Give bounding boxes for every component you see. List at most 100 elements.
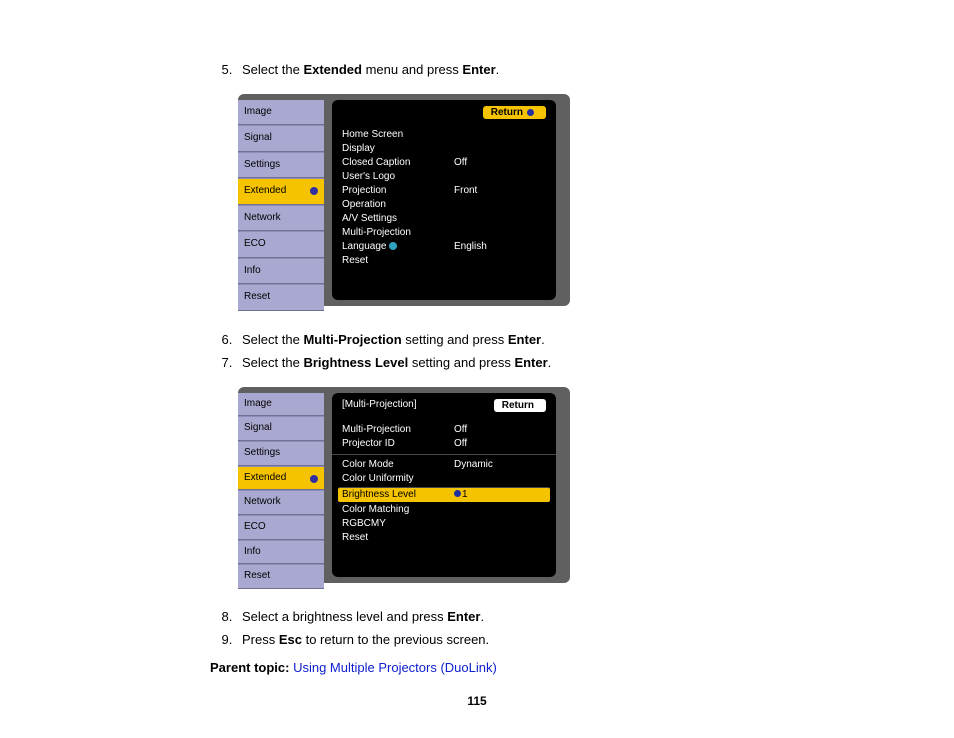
step-6: Select the Multi-Projection setting and … <box>236 330 770 350</box>
step5-pre: Select the <box>242 62 303 77</box>
osd-row-label: Multi-Projection <box>342 423 454 437</box>
step6-post: . <box>541 332 545 347</box>
osd-tab-reset[interactable]: Reset <box>238 564 324 589</box>
osd-tab-network[interactable]: Network <box>238 205 324 232</box>
osd-row-value: Off <box>454 156 546 170</box>
osd-row-label: RGBCMY <box>342 517 454 531</box>
osd-row-value <box>454 472 546 486</box>
osd-row-value <box>454 142 546 156</box>
osd-tab-network[interactable]: Network <box>238 490 324 515</box>
osd-tab-signal[interactable]: Signal <box>238 125 324 152</box>
osd-row-multi-projection[interactable]: Multi-Projection <box>332 226 556 240</box>
osd-row-value: Front <box>454 184 546 198</box>
osd-row-label: Reset <box>342 531 454 545</box>
step6-b1: Multi-Projection <box>303 332 401 347</box>
osd-row-projection[interactable]: ProjectionFront <box>332 184 556 198</box>
step9-b1: Esc <box>279 632 302 647</box>
osd-row-label: Color Mode <box>342 458 454 472</box>
osd-row-projector-id[interactable]: Projector IDOff <box>332 437 556 451</box>
step7-post: . <box>548 355 552 370</box>
osd-row-brightness-level[interactable]: Brightness Level 1 <box>338 487 550 502</box>
osd-return-label: Return <box>502 400 534 411</box>
steps-list-b: Select the Multi-Projection setting and … <box>210 330 770 373</box>
osd-row-label: Brightness Level <box>342 488 454 502</box>
osd-tab-image[interactable]: Image <box>238 100 324 126</box>
osd-tab-reset[interactable]: Reset <box>238 284 324 311</box>
osd-panel-multi-projection: [Multi-Projection] Return Multi-Projecti… <box>332 393 556 577</box>
osd-tab-extended[interactable]: Extended <box>238 466 324 491</box>
osd-tab-signal[interactable]: Signal <box>238 416 324 441</box>
step-9: Press Esc to return to the previous scre… <box>236 630 770 650</box>
osd-row-value: English <box>454 240 546 254</box>
osd-tab-settings[interactable]: Settings <box>238 152 324 179</box>
osd-row-reset[interactable]: Reset <box>332 531 556 545</box>
osd-row-value-text: 1 <box>462 489 468 500</box>
step5-b2: Enter <box>462 62 495 77</box>
step8-post: . <box>480 609 484 624</box>
osd-row-label: Multi-Projection <box>342 226 454 240</box>
osd-figure-multi-projection: Image Signal Settings Extended Network E… <box>238 387 570 583</box>
step-5: Select the Extended menu and press Enter… <box>236 60 770 80</box>
osd-tab-info[interactable]: Info <box>238 258 324 285</box>
osd-row-value: Off <box>454 437 546 451</box>
step8-b1: Enter <box>447 609 480 624</box>
osd-row-color-uniformity[interactable]: Color Uniformity <box>332 472 556 486</box>
osd-row-color-matching[interactable]: Color Matching <box>332 503 556 517</box>
osd-tab-eco[interactable]: ECO <box>238 515 324 540</box>
osd-row-label: Language <box>342 240 454 254</box>
osd-row-value <box>454 517 546 531</box>
osd-panel-extended: Return Home Screen Display Closed Captio… <box>332 100 556 300</box>
step9-pre: Press <box>242 632 279 647</box>
parent-topic-label: Parent topic: <box>210 660 293 675</box>
osd-row-label: A/V Settings <box>342 212 454 226</box>
osd-row-label: Projector ID <box>342 437 454 451</box>
step6-b2: Enter <box>508 332 541 347</box>
osd-tab-extended[interactable]: Extended <box>238 178 324 205</box>
step-7: Select the Brightness Level setting and … <box>236 353 770 373</box>
osd-return-label: Return <box>491 107 523 118</box>
osd-row-label: Color Matching <box>342 503 454 517</box>
osd-row-label: Projection <box>342 184 454 198</box>
page-content: Select the Extended menu and press Enter… <box>0 0 770 675</box>
osd-row-multi-projection[interactable]: Multi-ProjectionOff <box>332 423 556 437</box>
osd-row-value <box>454 503 546 517</box>
osd-row-value: Off <box>454 423 546 437</box>
osd-tab-image[interactable]: Image <box>238 393 324 417</box>
step9-post: to return to the previous screen. <box>302 632 489 647</box>
osd-row-label: Closed Caption <box>342 156 454 170</box>
osd-row-operation[interactable]: Operation <box>332 198 556 212</box>
parent-topic-link[interactable]: Using Multiple Projectors (DuoLink) <box>293 660 497 675</box>
osd-row-language[interactable]: LanguageEnglish <box>332 240 556 254</box>
osd-row-value <box>454 198 546 212</box>
step5-b1: Extended <box>303 62 362 77</box>
osd-rows-extended: Home Screen Display Closed CaptionOff Us… <box>332 128 556 268</box>
osd-row-reset[interactable]: Reset <box>332 254 556 268</box>
osd-row-users-logo[interactable]: User's Logo <box>332 170 556 184</box>
step-8: Select a brightness level and press Ente… <box>236 607 770 627</box>
osd-row-value: 1 <box>454 488 546 502</box>
step7-pre: Select the <box>242 355 303 370</box>
step8-pre: Select a brightness level and press <box>242 609 447 624</box>
osd-tabs-2: Image Signal Settings Extended Network E… <box>238 393 324 590</box>
osd-return-button[interactable]: Return <box>494 399 546 412</box>
osd-row-value: Dynamic <box>454 458 546 472</box>
osd-row-value <box>454 170 546 184</box>
osd-row-rgbcmy[interactable]: RGBCMY <box>332 517 556 531</box>
osd-row-label: Home Screen <box>342 128 454 142</box>
osd-row-color-mode[interactable]: Color ModeDynamic <box>332 454 556 472</box>
osd-row-value <box>454 531 546 545</box>
osd-return-button[interactable]: Return <box>483 106 546 119</box>
osd-row-home-screen[interactable]: Home Screen <box>332 128 556 142</box>
osd-row-value <box>454 128 546 142</box>
osd-tab-info[interactable]: Info <box>238 540 324 565</box>
osd-row-closed-caption[interactable]: Closed CaptionOff <box>332 156 556 170</box>
osd-tab-settings[interactable]: Settings <box>238 441 324 466</box>
steps-list-c: Select a brightness level and press Ente… <box>210 607 770 650</box>
osd-row-av-settings[interactable]: A/V Settings <box>332 212 556 226</box>
osd-row-label: Operation <box>342 198 454 212</box>
osd-figure-extended: Image Signal Settings Extended Network E… <box>238 94 570 306</box>
step6-pre: Select the <box>242 332 303 347</box>
page-number: 115 <box>0 694 954 708</box>
osd-row-display[interactable]: Display <box>332 142 556 156</box>
osd-tab-eco[interactable]: ECO <box>238 231 324 258</box>
